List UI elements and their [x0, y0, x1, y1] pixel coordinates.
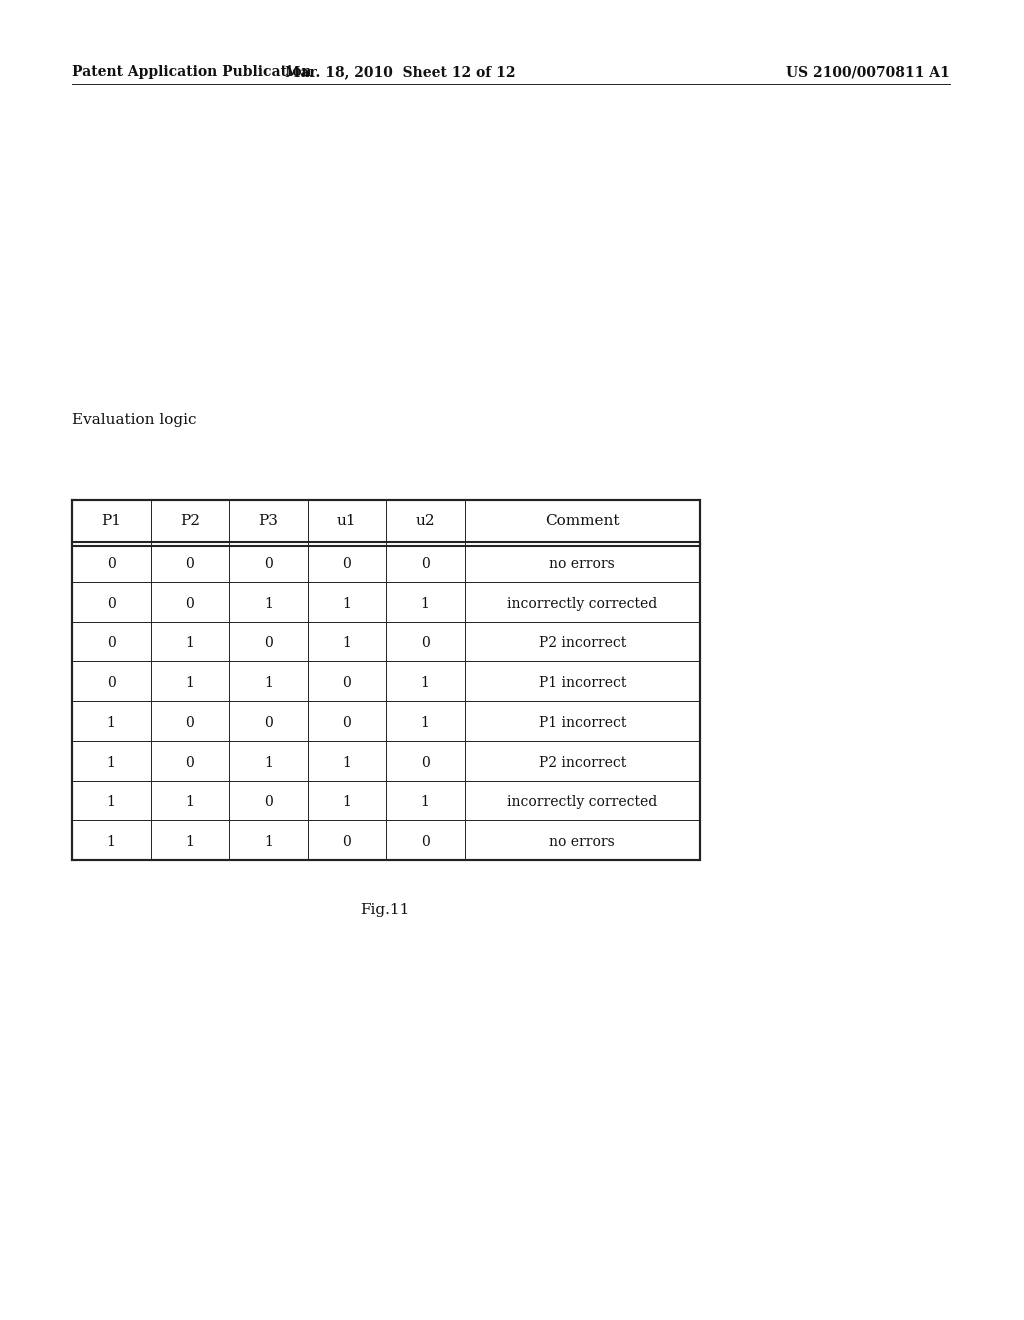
Text: 0: 0 — [342, 836, 351, 849]
Text: Evaluation logic: Evaluation logic — [72, 413, 197, 426]
Text: 1: 1 — [185, 636, 195, 651]
Text: no errors: no errors — [549, 836, 615, 849]
Text: 1: 1 — [264, 755, 272, 770]
Text: 0: 0 — [185, 715, 195, 730]
Text: 0: 0 — [342, 676, 351, 690]
Text: 1: 1 — [421, 715, 430, 730]
Text: 0: 0 — [264, 796, 272, 809]
Text: 0: 0 — [106, 557, 116, 570]
Text: 1: 1 — [421, 796, 430, 809]
Text: 0: 0 — [342, 557, 351, 570]
Text: 1: 1 — [421, 597, 430, 611]
Text: 1: 1 — [421, 676, 430, 690]
Text: 0: 0 — [421, 836, 430, 849]
Text: 1: 1 — [264, 597, 272, 611]
Text: 0: 0 — [106, 676, 116, 690]
Text: 0: 0 — [264, 715, 272, 730]
Text: 1: 1 — [264, 676, 272, 690]
Text: u2: u2 — [416, 513, 435, 528]
Text: P2: P2 — [180, 513, 200, 528]
Text: 1: 1 — [106, 715, 116, 730]
Text: 1: 1 — [106, 755, 116, 770]
Text: 1: 1 — [106, 796, 116, 809]
Text: 0: 0 — [342, 715, 351, 730]
Text: Comment: Comment — [545, 513, 620, 528]
Text: 0: 0 — [264, 557, 272, 570]
Text: 1: 1 — [185, 676, 195, 690]
Text: 0: 0 — [185, 597, 195, 611]
Text: 1: 1 — [185, 836, 195, 849]
Text: 0: 0 — [421, 755, 430, 770]
Text: P1 incorrect: P1 incorrect — [539, 676, 626, 690]
Text: Patent Application Publication: Patent Application Publication — [72, 65, 311, 79]
Text: 1: 1 — [342, 597, 351, 611]
Text: 0: 0 — [185, 557, 195, 570]
Text: 0: 0 — [421, 557, 430, 570]
Text: incorrectly corrected: incorrectly corrected — [507, 597, 657, 611]
Text: P2 incorrect: P2 incorrect — [539, 755, 626, 770]
Bar — [72, 500, 700, 861]
Text: 0: 0 — [185, 755, 195, 770]
Text: incorrectly corrected: incorrectly corrected — [507, 796, 657, 809]
Text: 1: 1 — [342, 755, 351, 770]
Text: P2 incorrect: P2 incorrect — [539, 636, 626, 651]
Text: 1: 1 — [106, 836, 116, 849]
Text: US 2100/0070811 A1: US 2100/0070811 A1 — [786, 65, 950, 79]
Text: Mar. 18, 2010  Sheet 12 of 12: Mar. 18, 2010 Sheet 12 of 12 — [285, 65, 515, 79]
Text: 0: 0 — [106, 636, 116, 651]
Text: 0: 0 — [421, 636, 430, 651]
Text: 1: 1 — [185, 796, 195, 809]
Text: 1: 1 — [264, 836, 272, 849]
Text: 1: 1 — [342, 796, 351, 809]
Text: no errors: no errors — [549, 557, 615, 570]
Text: u1: u1 — [337, 513, 356, 528]
Text: 0: 0 — [106, 597, 116, 611]
Text: P1 incorrect: P1 incorrect — [539, 715, 626, 730]
Text: 1: 1 — [342, 636, 351, 651]
Text: P3: P3 — [258, 513, 279, 528]
Text: P1: P1 — [101, 513, 121, 528]
Text: 0: 0 — [264, 636, 272, 651]
Text: Fig.11: Fig.11 — [360, 903, 410, 917]
